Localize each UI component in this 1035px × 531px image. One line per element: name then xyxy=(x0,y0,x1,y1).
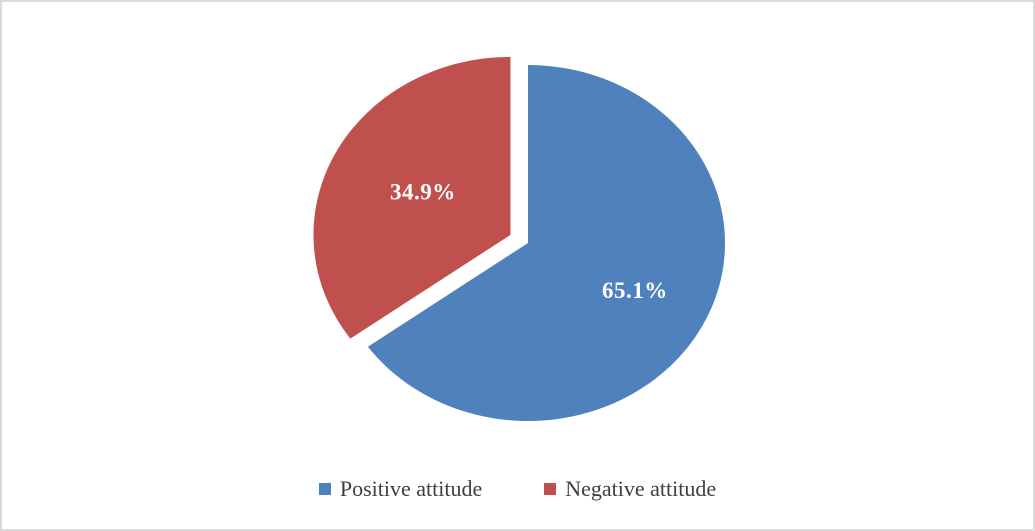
slice-percent-label: 34.9% xyxy=(390,179,456,204)
slice-percent-label: 65.1% xyxy=(602,278,668,303)
pie-slice-positive-attitude xyxy=(367,65,725,422)
legend-label-negative: Negative attitude xyxy=(565,476,717,501)
legend-swatch-negative-icon xyxy=(544,483,557,495)
legend-label-positive: Positive attitude xyxy=(339,476,483,501)
legend-swatch-positive-icon xyxy=(318,483,331,495)
pie-slice-negative-attitude xyxy=(313,56,511,339)
legend-item-negative-attitude: Negative attitude xyxy=(544,476,716,502)
legend-item-positive-attitude: Positive attitude xyxy=(318,476,483,502)
chart-legend: Positive attitude Negative attitude xyxy=(2,476,1033,502)
